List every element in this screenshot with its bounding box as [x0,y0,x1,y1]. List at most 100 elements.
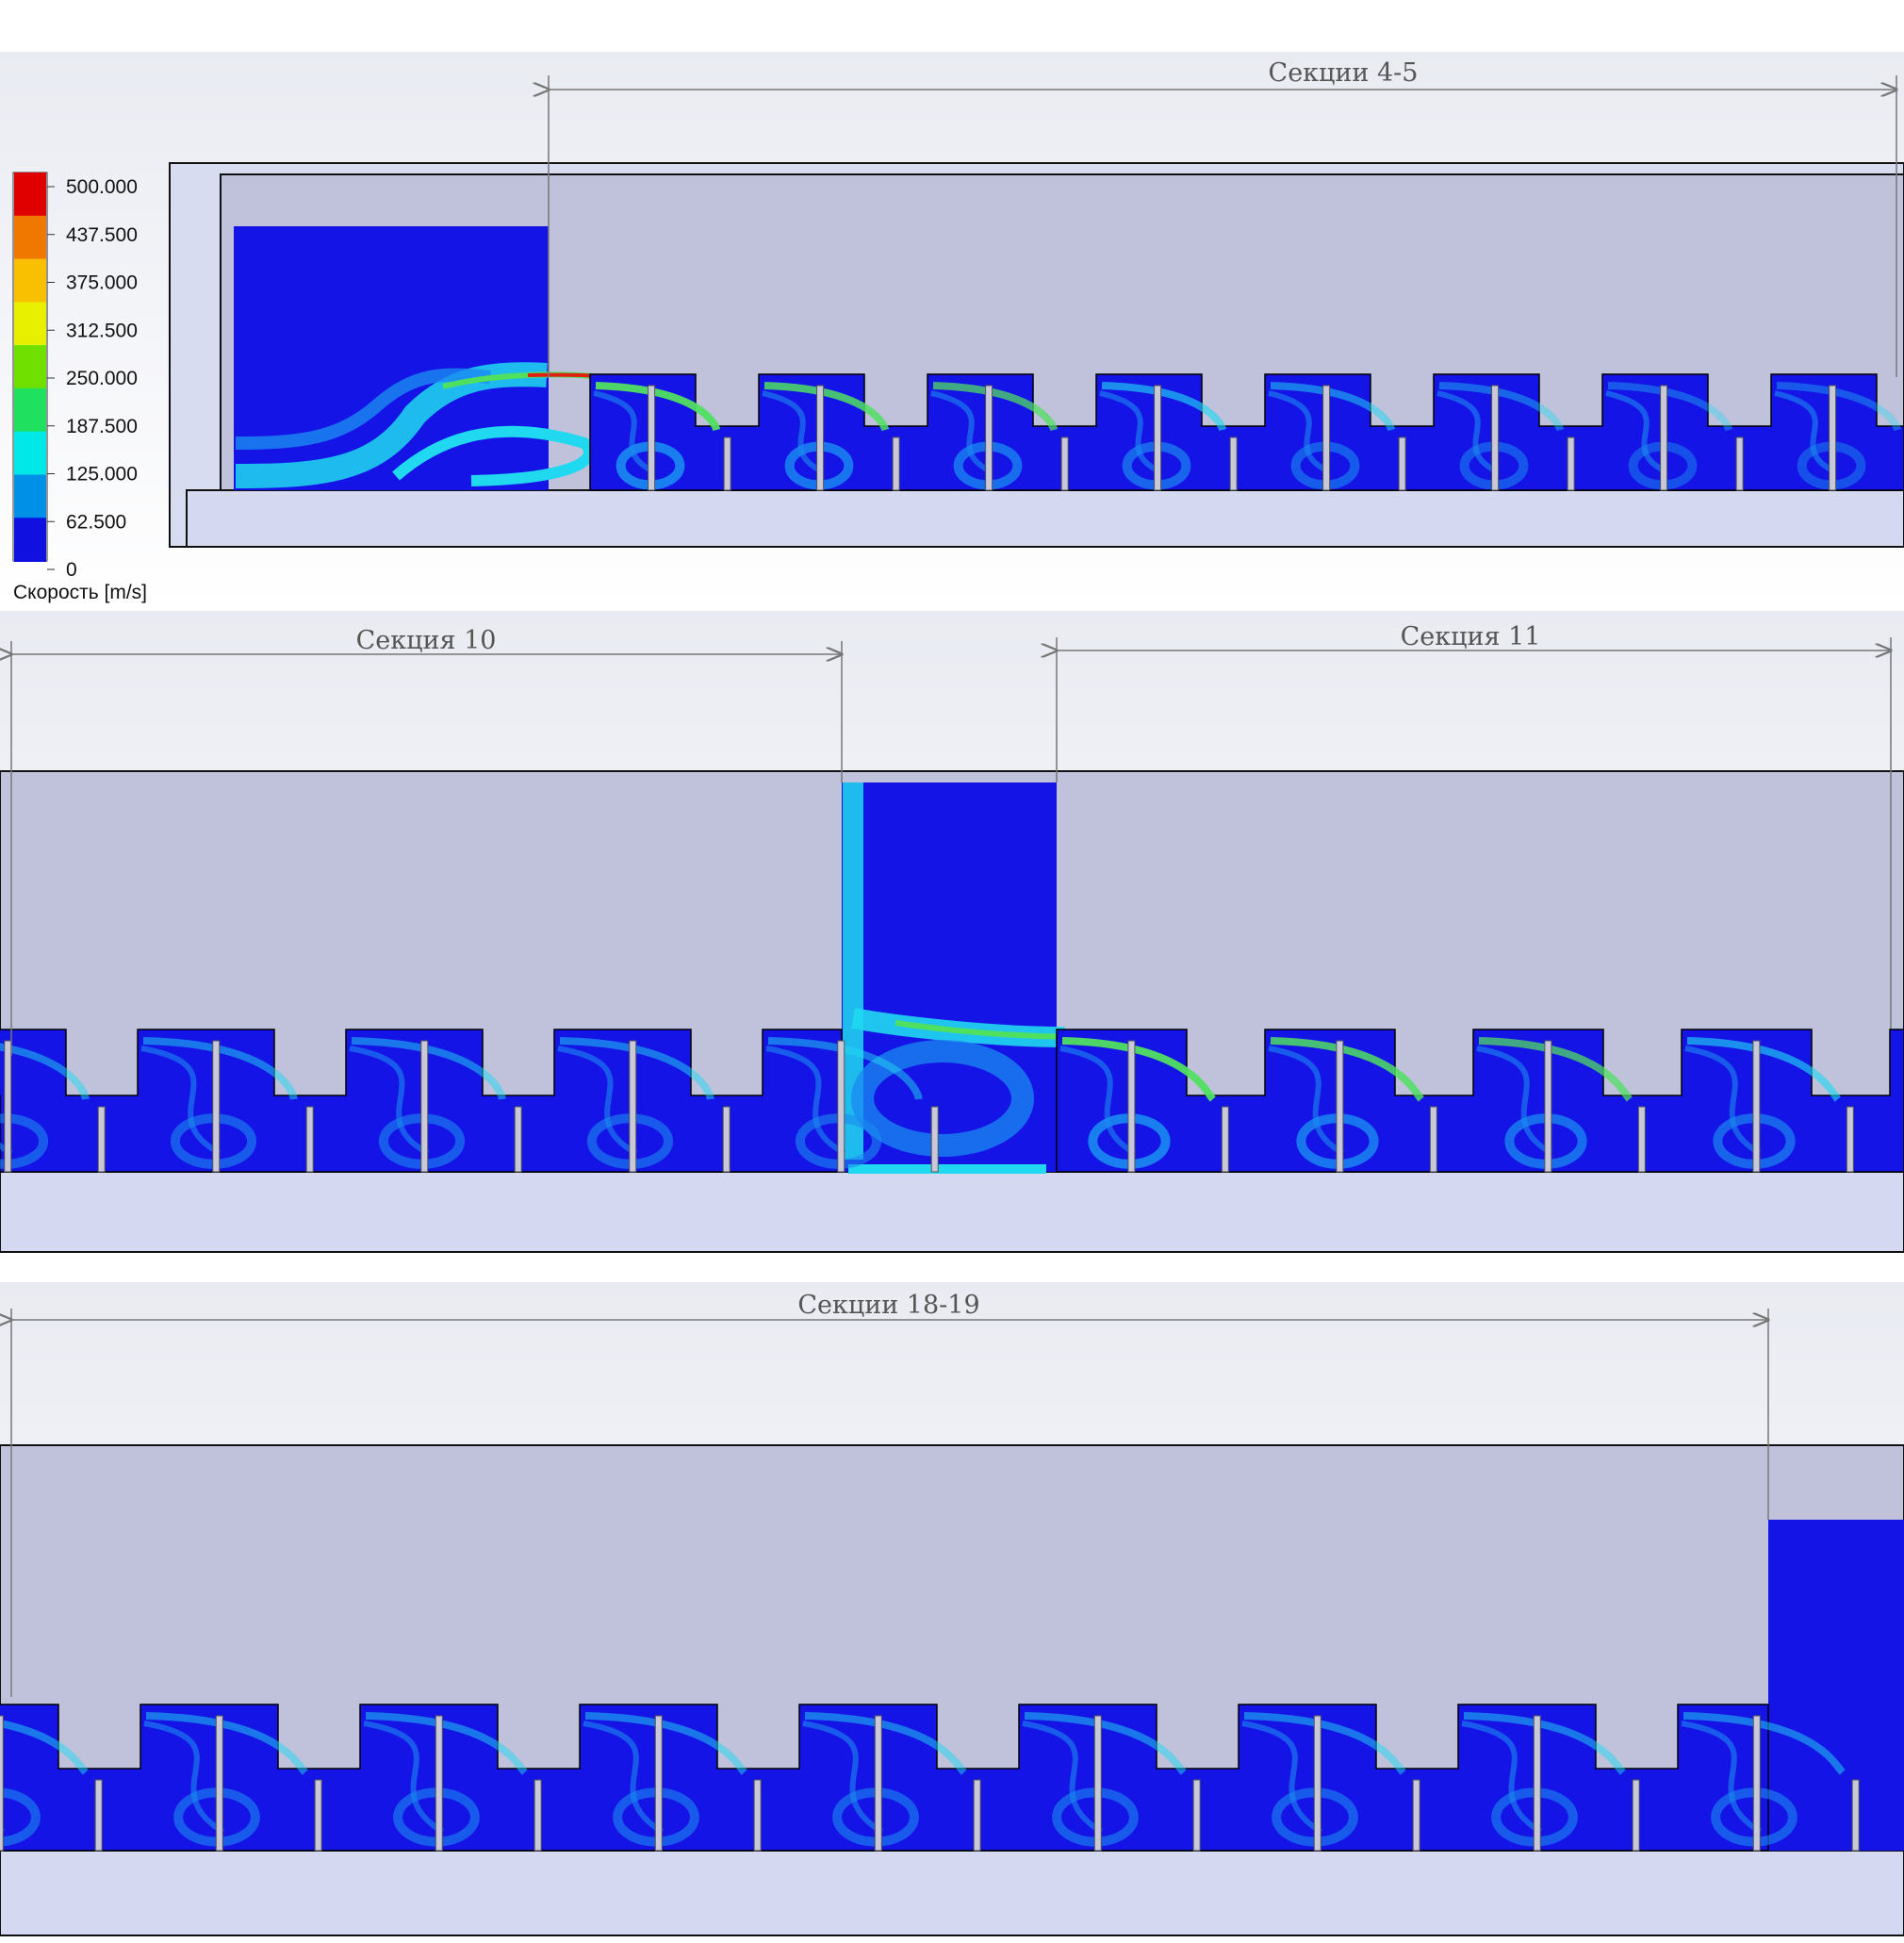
baffle-plate [648,385,656,491]
flow-streak [363,1721,445,1835]
baffle-plate [1154,385,1162,491]
legend-title: Скорость [m/s] [13,582,147,603]
baffle-plate [533,1779,542,1852]
baffle-plate [973,1779,981,1852]
legend-value: 187.500 [66,416,138,437]
flow-streak [1476,1046,1553,1156]
flow-streak [349,1046,430,1156]
baffle-plate [0,1715,4,1852]
flow-jet [1478,1037,1633,1102]
flow-jet [365,1712,528,1775]
baffle-plate [514,1106,522,1173]
flow-jet [1686,1037,1841,1102]
legend-color-step [14,215,46,260]
flow-jet [1607,382,1733,432]
legend-value: 250.000 [66,368,138,389]
baffle-plate [215,1715,223,1852]
velocity-legend: 500.000 437.500 375.000 312.500 250.000 187.5… [12,172,147,603]
tank-base [0,1850,1904,1936]
dimension-label: Секции 4-5 [1269,58,1419,88]
flow-streak [593,390,655,474]
baffle-plate [654,1715,663,1852]
inlet-jet [235,362,623,488]
flow-jet [1243,1712,1406,1775]
flow-jet [1776,382,1902,432]
legend-value: 437.500 [66,224,138,246]
legend-value: 62.500 [66,511,126,533]
baffle-plate [1752,1715,1761,1852]
flow-jet [1024,1712,1187,1775]
legend-value: 312.500 [66,320,138,341]
flow-streak [140,1046,222,1156]
legend-color-step [14,518,46,562]
baffle-plate [314,1779,322,1852]
flow-streak [1774,390,1836,474]
baffle-plate [1060,436,1069,491]
baffle-plate [816,385,825,491]
flow-jet [142,1037,298,1100]
flow-jet [351,1037,506,1100]
baffle-plate [435,1715,443,1852]
baffle-plate [722,1106,730,1173]
flow-streak [765,1046,846,1156]
flow-streak [1059,1046,1137,1156]
baffle-plate [1491,385,1500,491]
flow-streak [1022,1721,1104,1835]
flow-jet [1438,382,1565,432]
baffle-plate [1429,1106,1437,1173]
flow-jet [932,382,1059,432]
flow-jet [804,1712,967,1775]
flow-streak [1684,1046,1762,1156]
baffle-plate [212,1040,221,1173]
flow-jet [1270,382,1396,432]
legend-value: 0 [66,559,77,581]
flow-streak [1241,1721,1323,1835]
tank-base [186,489,1904,548]
baffle-plate [94,1779,103,1852]
baffle-plate [1322,385,1331,491]
flow-jet [763,382,890,432]
baffle-plate [97,1106,106,1173]
legend-color-step [14,345,46,389]
baffle-plate [1829,385,1837,491]
flow-streak [1268,1046,1345,1156]
flow-jet [1101,382,1227,432]
baffle-plate [892,436,900,491]
baffle-plate [1093,1715,1102,1852]
baffle-plate [1192,1779,1201,1852]
baffle-plate [1398,436,1406,491]
flow-streak [1681,1721,1763,1835]
flow-streak [557,1046,638,1156]
legend-color-step [14,302,46,347]
baffle-plate [985,385,993,491]
baffle-plate [629,1040,637,1173]
flow-jet [584,1712,747,1775]
baffle-plate [1221,1106,1229,1173]
flow-jet [0,1043,90,1100]
flow-jet [145,1712,308,1775]
flow-streak [1436,390,1499,474]
baffle-plate [1632,1779,1640,1852]
flow-streak [930,390,993,474]
baffle-channel [1056,1029,1904,1173]
baffle-plate [1533,1715,1541,1852]
baffle-channel [0,1704,1860,1852]
baffle-plate [930,1106,939,1173]
eddy [0,1787,41,1847]
flow-jet [559,1037,714,1100]
baffle-plate [4,1040,12,1173]
baffle-plate [1336,1040,1344,1173]
baffle-channel [0,1029,939,1173]
baffle-plate [420,1040,429,1173]
legend-color-step [14,474,46,519]
legend-color-step [14,431,46,476]
dimension-label: Секция 10 [356,626,497,655]
flow-streak [1099,390,1161,474]
outlet-chamber [1768,1520,1904,1851]
baffle-channel [589,373,1904,491]
baffle-plate [874,1715,882,1852]
flow-jet [0,1720,89,1775]
baffle-plate [1544,1040,1552,1173]
flow-jet [1270,1037,1424,1102]
